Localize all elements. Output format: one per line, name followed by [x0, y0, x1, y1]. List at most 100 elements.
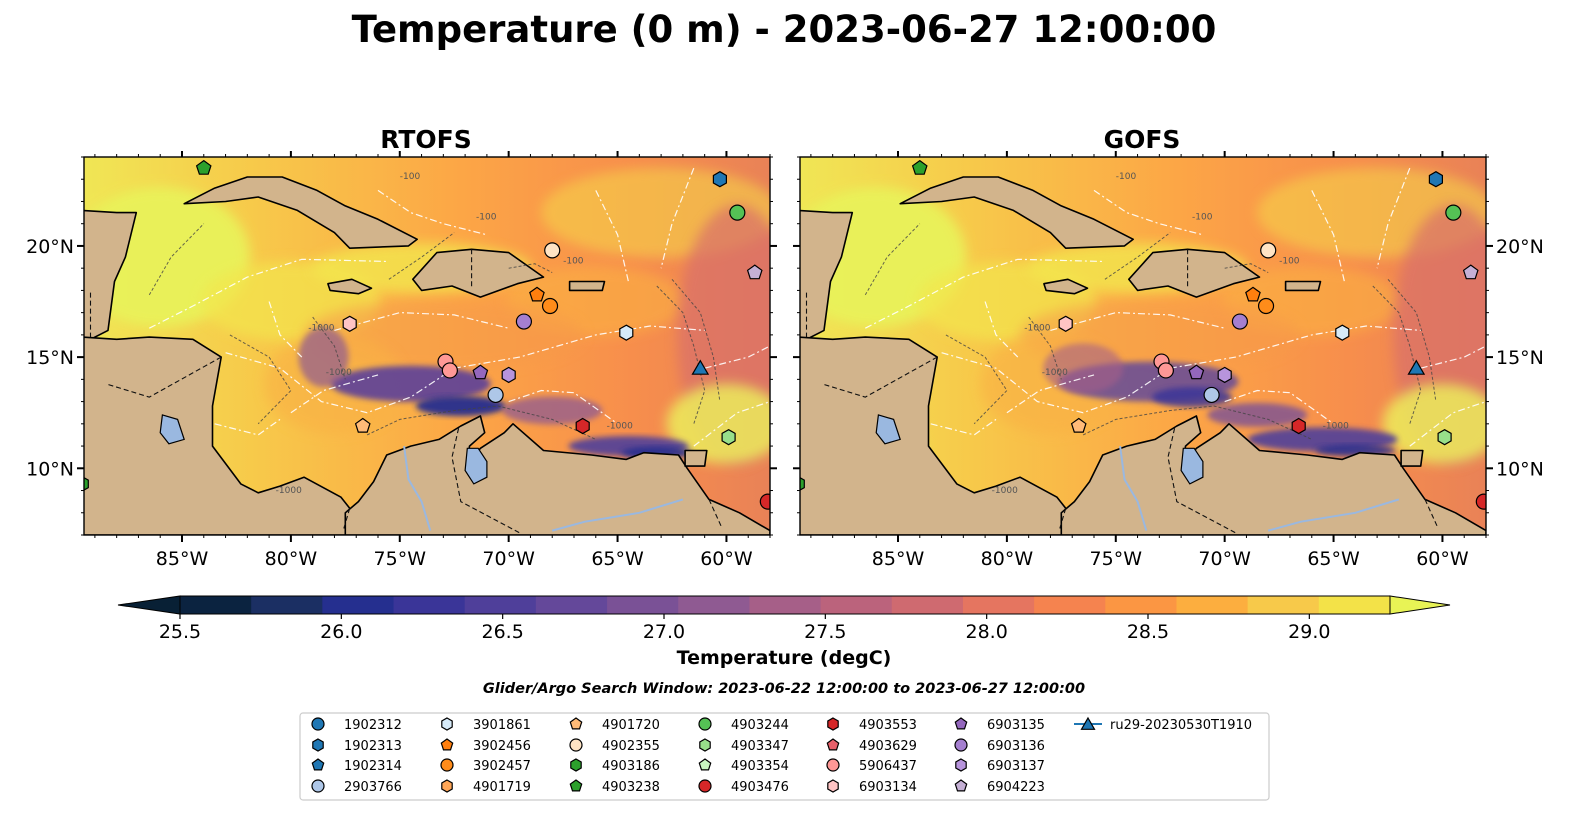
eez-boundary: [225, 325, 705, 414]
legend-entry-label: 5906437: [859, 759, 917, 774]
legend-entry-label: 4903347: [731, 739, 789, 754]
colorbar-tick-label: 26.0: [320, 621, 362, 643]
search-window-caption: Glider/Argo Search Window: 2023-06-22 12…: [483, 681, 1085, 697]
legend-entry-label: 6903136: [987, 739, 1045, 754]
landmass-hispaniola: [411, 248, 545, 298]
legend-marker: [826, 758, 840, 772]
landmass-cuba: [183, 176, 419, 249]
colorbar-swatch: [607, 596, 679, 614]
x-tick-label: 60°W: [1416, 548, 1469, 570]
platform-marker-1902313: [712, 171, 728, 188]
colorbar-swatch: [322, 596, 395, 614]
colorbar-swatch: [535, 596, 608, 614]
eez-boundary: [704, 345, 770, 369]
colorbar-tick-label: 26.5: [482, 621, 524, 643]
bathymetry-contour: [1104, 232, 1171, 280]
contour-label: -100: [1279, 257, 1300, 267]
contour-label: -100: [563, 257, 584, 267]
bathymetry-contour: [1082, 405, 1313, 440]
contour-label: -1000: [1042, 368, 1068, 378]
colorbar-swatch: [891, 596, 964, 614]
legend-marker: [440, 758, 454, 772]
bathymetry-contour: [229, 334, 292, 425]
legend-marker: [698, 758, 712, 771]
bathymetry-contour: [1028, 316, 1062, 380]
platform-marker-6903136: [1231, 313, 1249, 330]
contour-label: -1000: [308, 323, 334, 333]
legend-entry-label: 4903244: [731, 718, 789, 733]
eez-boundary: [1093, 189, 1204, 236]
platform-marker-3901861: [1335, 324, 1350, 341]
eez-boundary: [508, 389, 618, 425]
contour-label: -1000: [1024, 323, 1050, 333]
country-border: [821, 356, 938, 398]
platform-marker-4902355: [544, 242, 561, 259]
colorbar-swatch: [464, 596, 537, 614]
platform-marker-4903347: [1437, 429, 1452, 446]
platform-marker-4903238: [911, 159, 928, 175]
bathymetry-contour: [1372, 285, 1422, 424]
eez-boundary: [334, 311, 509, 331]
x-tick-label: 70°W: [482, 548, 535, 570]
river: [1119, 445, 1148, 531]
legend-entry-label: 1902314: [344, 759, 402, 774]
x-tick-label: 70°W: [1198, 548, 1251, 570]
legend-entry-label: 4901720: [602, 718, 660, 733]
colorbar-outline: [179, 595, 1391, 615]
x-tick-label: 85°W: [872, 548, 925, 570]
contour-label: -1000: [607, 421, 633, 431]
colorbar-extend-low: [117, 595, 181, 615]
x-tick-label: 60°W: [700, 548, 753, 570]
legend-frame: [299, 712, 1270, 801]
eez-boundary: [1420, 345, 1486, 369]
legend-entry-label: 6903137: [987, 759, 1045, 774]
legend-marker: [954, 779, 968, 792]
map-field: -100 -100 -100 -1000 -1000 -1000 -1000: [800, 157, 1486, 535]
eez-boundary: [1376, 167, 1411, 269]
contour-label: -1000: [276, 486, 302, 496]
legend-entry-label: 4903476: [731, 780, 789, 795]
landmass-puerto: [568, 280, 606, 292]
x-tick-label: 65°W: [591, 548, 644, 570]
legend-entry-label: 6904223: [987, 780, 1045, 795]
colorbar-label: Temperature (degC): [677, 647, 892, 669]
colorbar-swatch: [1318, 596, 1391, 614]
lake-nicaragua: [875, 414, 901, 445]
legend-marker: [954, 717, 968, 730]
colorbar-tick-label: 27.0: [643, 621, 685, 643]
legend-entry-label: 4903354: [731, 759, 789, 774]
platform-marker-4903476: [759, 493, 770, 510]
legend-marker: [312, 738, 324, 752]
x-tick-label: 80°W: [265, 548, 318, 570]
platform-marker-4903238: [195, 159, 212, 175]
platform-marker-6903134: [342, 315, 357, 332]
legend-marker: [698, 779, 712, 793]
x-tick-label: 65°W: [1307, 548, 1360, 570]
colorbar-swatch: [1105, 596, 1178, 614]
eez-boundary: [1006, 374, 1095, 414]
eez-boundary: [214, 418, 281, 436]
contour-label: -100: [1192, 212, 1213, 222]
legend-marker: [955, 758, 967, 772]
colorbar-swatch: [1176, 596, 1249, 614]
colorbar-tick-label: 28.0: [966, 621, 1008, 643]
platform-marker-2903766: [1203, 386, 1220, 404]
platform-marker-4903553: [575, 417, 590, 435]
map-frame: [799, 156, 1487, 536]
eez-boundary: [865, 258, 1105, 329]
river: [403, 445, 432, 531]
platform-marker-6903136: [515, 313, 533, 330]
legend-marker: [1074, 716, 1102, 730]
landmass-trinidad: [1400, 449, 1424, 467]
platform-marker-5906437b: [1157, 362, 1174, 379]
y-tick-label: 10°N: [26, 458, 74, 480]
map-panel-rtofs: RTOFS -100 -100 -100 -1000 -1000 -1000 -1000 85…: [26, 125, 777, 570]
platform-marker-4903244: [1445, 204, 1462, 221]
eez-boundary: [268, 301, 303, 358]
lake-nicaragua: [159, 414, 185, 445]
colorbar-swatch: [1247, 596, 1320, 614]
y-tick-label: 15°N: [1496, 347, 1544, 369]
platform-marker-4903553: [1291, 417, 1306, 435]
platform-marker-5906437b: [441, 362, 458, 379]
legend-marker: [311, 758, 325, 771]
